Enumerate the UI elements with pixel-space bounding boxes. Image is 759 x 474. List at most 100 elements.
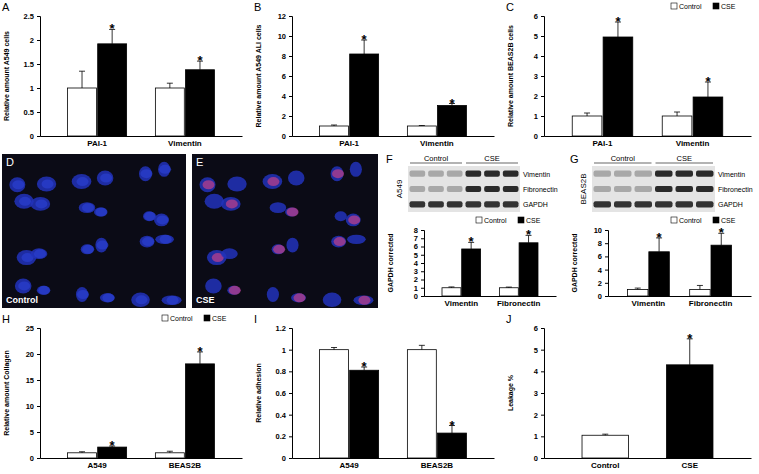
x-tick-label: BEAS2B [421,461,454,470]
x-tick-label: PAI-1 [593,139,613,148]
y-axis: 00.20.40.60.811.2 [276,324,293,463]
y-tick-label: 2.5 [24,12,34,21]
y-tick-mark [541,458,544,459]
y-tick: 0.2 [276,432,292,441]
y-tick: 4 [282,92,292,101]
bar [582,435,628,458]
stain [35,199,47,208]
significance: * [197,53,203,68]
y-tick: 5 [30,428,40,437]
y-axis: 0510152025 [26,324,41,463]
y-tick: 7 [414,234,424,243]
y-tick-label: 5 [534,32,538,41]
band [466,186,482,192]
y-tick-label: 1 [414,284,418,293]
legend-label: Control [484,217,507,224]
nucleus [139,166,152,181]
y-tick: 25 [26,324,40,333]
y-tick: 0 [598,292,608,301]
y-tick: 2 [598,279,608,288]
nucleus [162,295,182,305]
y-axis-title: GAPDH corrected [571,233,578,292]
y-axis-line [541,329,545,459]
y-tick: 0 [282,454,292,463]
legend-swatch [713,217,719,223]
x-tick: Control [591,458,619,470]
band [696,171,714,177]
y-tick-label: 5 [414,251,418,260]
band [447,201,463,207]
y-tick-mark [541,56,544,57]
significance: * [526,227,532,242]
lane-group-line [656,163,714,164]
nucleus [331,166,344,181]
y-tick: 0 [30,132,40,141]
band [655,186,673,192]
stain [160,235,172,244]
y-axis-title: Relative amount Collagen [3,350,11,436]
bar [438,433,467,458]
y-tick-mark [541,436,544,437]
nucleus [205,278,222,293]
error-line [699,285,700,289]
x-tick-label: Vimentin [420,139,454,148]
y-tick-label: 0.5 [24,108,34,117]
stain [294,293,306,302]
bar-chart: **012345678VimentinFibronectinGAPDH corr… [387,217,557,308]
band [655,201,673,207]
y-tick: 2.5 [24,12,40,21]
y-axis: 012345678 [414,226,425,301]
y-tick-label: 6 [282,72,286,81]
lane-group-label: Control [611,154,636,163]
plot-marks [68,29,215,136]
band [503,186,519,192]
y-tick-label: 4 [598,266,603,275]
y-tick-mark [289,371,292,372]
y-axis-title: Leakage % [507,374,515,411]
image-label: CSE [196,295,215,305]
x-axis: VimentinFibronectin [425,296,557,308]
y-tick-mark [289,458,292,459]
y-tick-mark [289,36,292,37]
stain [34,249,46,258]
bar [667,365,713,458]
y-tick-label: 4 [534,367,539,376]
legend-label: Control [679,217,702,224]
error-cap [419,125,425,126]
y-tick: 0.8 [276,367,292,376]
significance: * [449,96,455,111]
error-cap [79,451,85,452]
x-axis-line [425,296,557,297]
plot-marks [320,40,467,136]
error-cap [448,286,454,287]
y-axis: 0123456 [534,324,545,463]
legend-label: Control [170,315,193,322]
x-axis-line [545,136,752,137]
nucleus [143,211,155,221]
legend-swatch [671,3,677,9]
panel-letter: E [196,156,203,168]
y-tick-mark [541,393,544,394]
y-tick: 0 [282,132,292,141]
x-axis-line [41,136,243,137]
stain [95,207,107,216]
x-axis: ControlCSE [545,458,752,470]
nucleus [227,286,240,295]
band-label: Vimentin [523,171,550,178]
error-bar [448,286,454,288]
y-tick-label: 2 [414,275,418,284]
y-tick-mark [421,263,424,264]
x-tick-label: Fibronectin [689,299,733,308]
y-tick-label: 1.5 [24,60,34,69]
x-tick-label: Control [591,461,619,470]
y-tick-label: 6 [598,252,602,261]
nucleus [270,202,287,213]
y-tick-label: 2 [534,92,538,101]
lane-group-line [594,163,652,164]
stain [140,169,152,178]
y-tick-mark [541,136,544,137]
error-bar [331,125,337,126]
annotations: ** [110,344,204,453]
nucleus [221,248,238,259]
x-tick: Vimentin [444,296,478,308]
